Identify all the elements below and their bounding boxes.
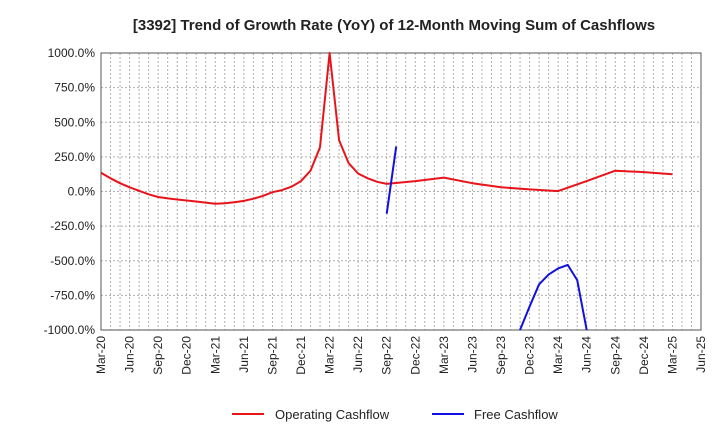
x-tick-label: Jun-24 xyxy=(580,336,594,373)
y-tick-label: 250.0% xyxy=(54,150,95,164)
plot-frame xyxy=(100,52,702,331)
x-tick-label: Sep-24 xyxy=(608,336,622,375)
legend: Operating Cashflow Free Cashflow xyxy=(232,407,558,422)
legend-label-operating-cashflow: Operating Cashflow xyxy=(275,407,390,422)
y-tick-label: 1000.0% xyxy=(48,46,96,60)
x-axis-ticks: Mar-20 Jun-20 Sep-20 Dec-20 Mar-21 Jun-21 Sep-… xyxy=(94,336,708,375)
x-tick-label: Jun-25 xyxy=(694,336,708,373)
series-line-free-cashflow xyxy=(519,263,588,331)
y-tick-label: -1000.0% xyxy=(44,323,96,337)
x-tick-label: Mar-22 xyxy=(323,336,337,374)
y-tick-label: -500.0% xyxy=(50,254,95,268)
y-tick-label: -250.0% xyxy=(50,219,95,233)
y-axis-ticks: 1000.0% 750.0% 500.0% 250.0% 0.0% -250.0% -500… xyxy=(44,46,96,337)
y-tick-label: 0.0% xyxy=(68,185,96,199)
x-tick-label: Jun-23 xyxy=(465,336,479,373)
x-tick-label: Mar-23 xyxy=(437,336,451,374)
x-tick-label: Sep-20 xyxy=(151,336,165,375)
x-tick-label: Dec-23 xyxy=(523,336,537,375)
x-tick-label: Jun-22 xyxy=(351,336,365,373)
x-tick-label: Mar-25 xyxy=(665,336,679,374)
x-tick-label: Dec-20 xyxy=(180,336,194,375)
x-tick-label: Sep-21 xyxy=(265,336,279,375)
grid xyxy=(100,52,702,331)
legend-label-free-cashflow: Free Cashflow xyxy=(474,407,558,422)
series-group xyxy=(101,52,673,331)
series-line-free-cashflow xyxy=(385,146,398,214)
x-tick-label: Dec-21 xyxy=(294,336,308,375)
y-tick-label: 500.0% xyxy=(54,115,95,129)
chart-title: [3392] Trend of Growth Rate (YoY) of 12-… xyxy=(133,17,655,34)
x-tick-label: Jun-20 xyxy=(123,336,137,373)
x-tick-label: Dec-24 xyxy=(637,336,651,375)
x-tick-label: Sep-23 xyxy=(494,336,508,375)
x-tick-label: Dec-22 xyxy=(408,336,422,375)
x-tick-label: Mar-20 xyxy=(94,336,108,374)
x-tick-label: Mar-24 xyxy=(551,336,565,374)
y-tick-label: 750.0% xyxy=(54,81,95,95)
x-tick-label: Sep-22 xyxy=(380,336,394,375)
series-layer xyxy=(101,52,673,331)
x-tick-label: Mar-21 xyxy=(208,336,222,374)
series-line-operating-cashflow xyxy=(101,52,673,205)
y-tick-label: -750.0% xyxy=(50,288,95,302)
x-tick-label: Jun-21 xyxy=(237,336,251,373)
